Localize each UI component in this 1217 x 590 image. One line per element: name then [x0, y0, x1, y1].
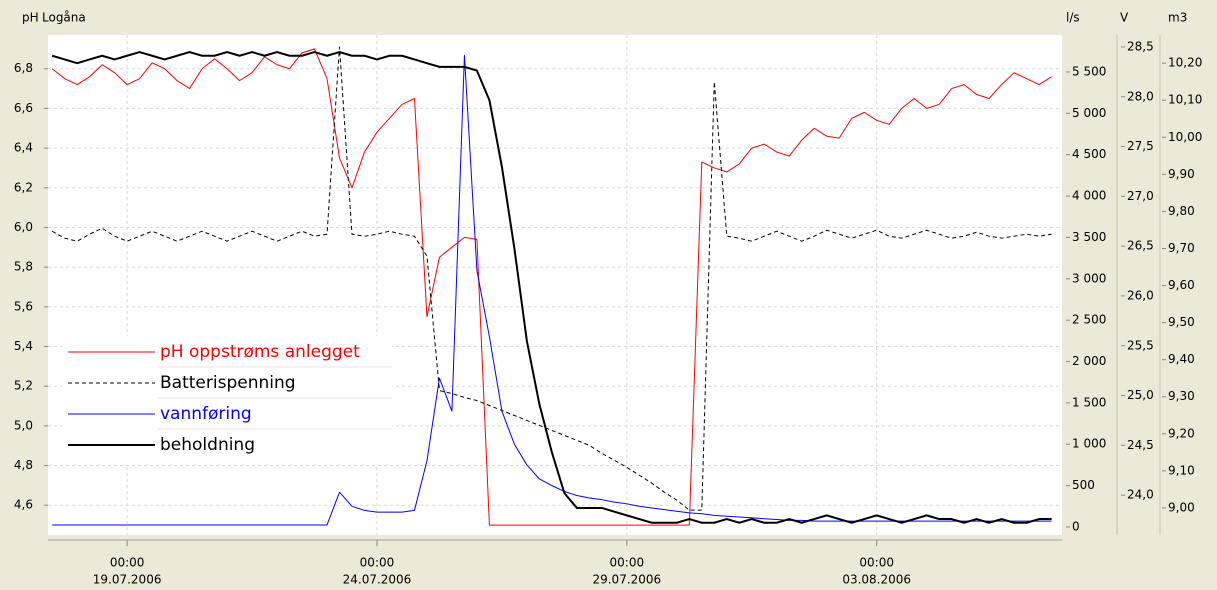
x-tick-label: 29.07.2006 [592, 573, 661, 587]
x-tick-label: 03.08.2006 [842, 573, 911, 587]
y2-tick-label: 4 000 [1072, 189, 1106, 203]
y4-tick-label: 9,00 [1168, 500, 1195, 514]
y4-tick-label: 9,40 [1168, 352, 1195, 366]
y4-tick-label: 9,30 [1168, 389, 1195, 403]
y-axis-label: pH [22, 11, 39, 25]
legend-label: Batterispenning [160, 373, 296, 393]
x-tick-label: 00:00 [610, 556, 645, 570]
y3-tick-label: 26,5 [1127, 239, 1154, 253]
legend-box [62, 336, 392, 464]
x-tick-label: 24.07.2006 [343, 573, 412, 587]
x-tick-label: 00:00 [110, 556, 145, 570]
legend-label: vannføring [160, 404, 252, 424]
y3-tick-label: 28,5 [1127, 39, 1154, 53]
series-line [51, 46, 1052, 511]
y2-tick-label: 5 000 [1072, 106, 1106, 120]
y2-tick-label: 3 500 [1072, 230, 1106, 244]
y3-tick-label: 24,5 [1127, 438, 1154, 452]
legend: pH oppstrøms anlegget Batterispenning vann… [62, 336, 392, 464]
y4-tick-label: 9,90 [1168, 167, 1195, 181]
y3-tick-label: 27,0 [1127, 189, 1154, 203]
y2-tick-label: 1 500 [1072, 395, 1106, 409]
y4-tick-label: 9,60 [1168, 278, 1195, 292]
y3-tick-label: 25,0 [1127, 388, 1154, 402]
y-tick-label: 5,0 [14, 418, 33, 432]
series-line [51, 51, 1052, 524]
y2-axis-label: l/s [1066, 11, 1080, 25]
y-tick-label: 6,4 [14, 141, 33, 155]
x-tick-label: 00:00 [360, 556, 395, 570]
y3-tick-label: 26,0 [1127, 288, 1154, 302]
series-lines [51, 46, 1052, 526]
y2-tick-label: 5 500 [1072, 64, 1106, 78]
y4-tick-label: 9,20 [1168, 426, 1195, 440]
y-tick-label: 5,8 [14, 260, 33, 274]
y-tick-label: 5,6 [14, 299, 33, 313]
x-tick-label: 19.07.2006 [93, 573, 162, 587]
legend-label: pH oppstrøms anlegget [160, 342, 360, 362]
y4-tick-label: 9,70 [1168, 241, 1195, 255]
y3-tick-label: 25,5 [1127, 338, 1154, 352]
y2-tick-label: 0 [1072, 519, 1080, 533]
y-tick-label: 4,6 [14, 498, 33, 512]
legend-label: beholdning [160, 435, 255, 455]
y-tick-label: 6,2 [14, 180, 33, 194]
series-line [51, 48, 1052, 526]
y4-tick-label: 10,20 [1168, 56, 1202, 70]
axes: 4,6 4,8 5,0 5,2 5,4 5,6 5,8 6,0 6,2 6,4 6,6 6,8 0 500… [14, 39, 1202, 586]
y-tick-label: 5,2 [14, 379, 33, 393]
y2-tick-label: 1 000 [1072, 437, 1106, 451]
y2-tick-label: 3 000 [1072, 271, 1106, 285]
y4-tick-label: 9,80 [1168, 204, 1195, 218]
y4-tick-label: 10,10 [1168, 93, 1202, 107]
series-line [52, 54, 1052, 526]
y-tick-label: 4,8 [14, 458, 33, 472]
y4-tick-label: 9,50 [1168, 315, 1195, 329]
y-tick-label: 6,6 [14, 101, 33, 115]
chart-title: Logåna [42, 11, 86, 25]
x-tick-label: 00:00 [859, 556, 894, 570]
y4-tick-label: 10,00 [1168, 130, 1202, 144]
y-tick-label: 5,4 [14, 339, 33, 353]
y4-axis-label: m3 [1168, 11, 1187, 25]
y2-tick-label: 2 500 [1072, 313, 1106, 327]
y3-axis-label: V [1120, 11, 1129, 25]
y2-tick-label: 2 000 [1072, 354, 1106, 368]
y4-tick-label: 9,10 [1168, 463, 1195, 477]
y-tick-label: 6,0 [14, 220, 33, 234]
y3-tick-label: 28,0 [1127, 89, 1154, 103]
y3-tick-label: 27,5 [1127, 139, 1154, 153]
y2-tick-label: 4 500 [1072, 147, 1106, 161]
y2-tick-label: 500 [1072, 478, 1095, 492]
y-tick-label: 6,8 [14, 61, 33, 75]
y3-tick-label: 24,0 [1127, 488, 1154, 502]
